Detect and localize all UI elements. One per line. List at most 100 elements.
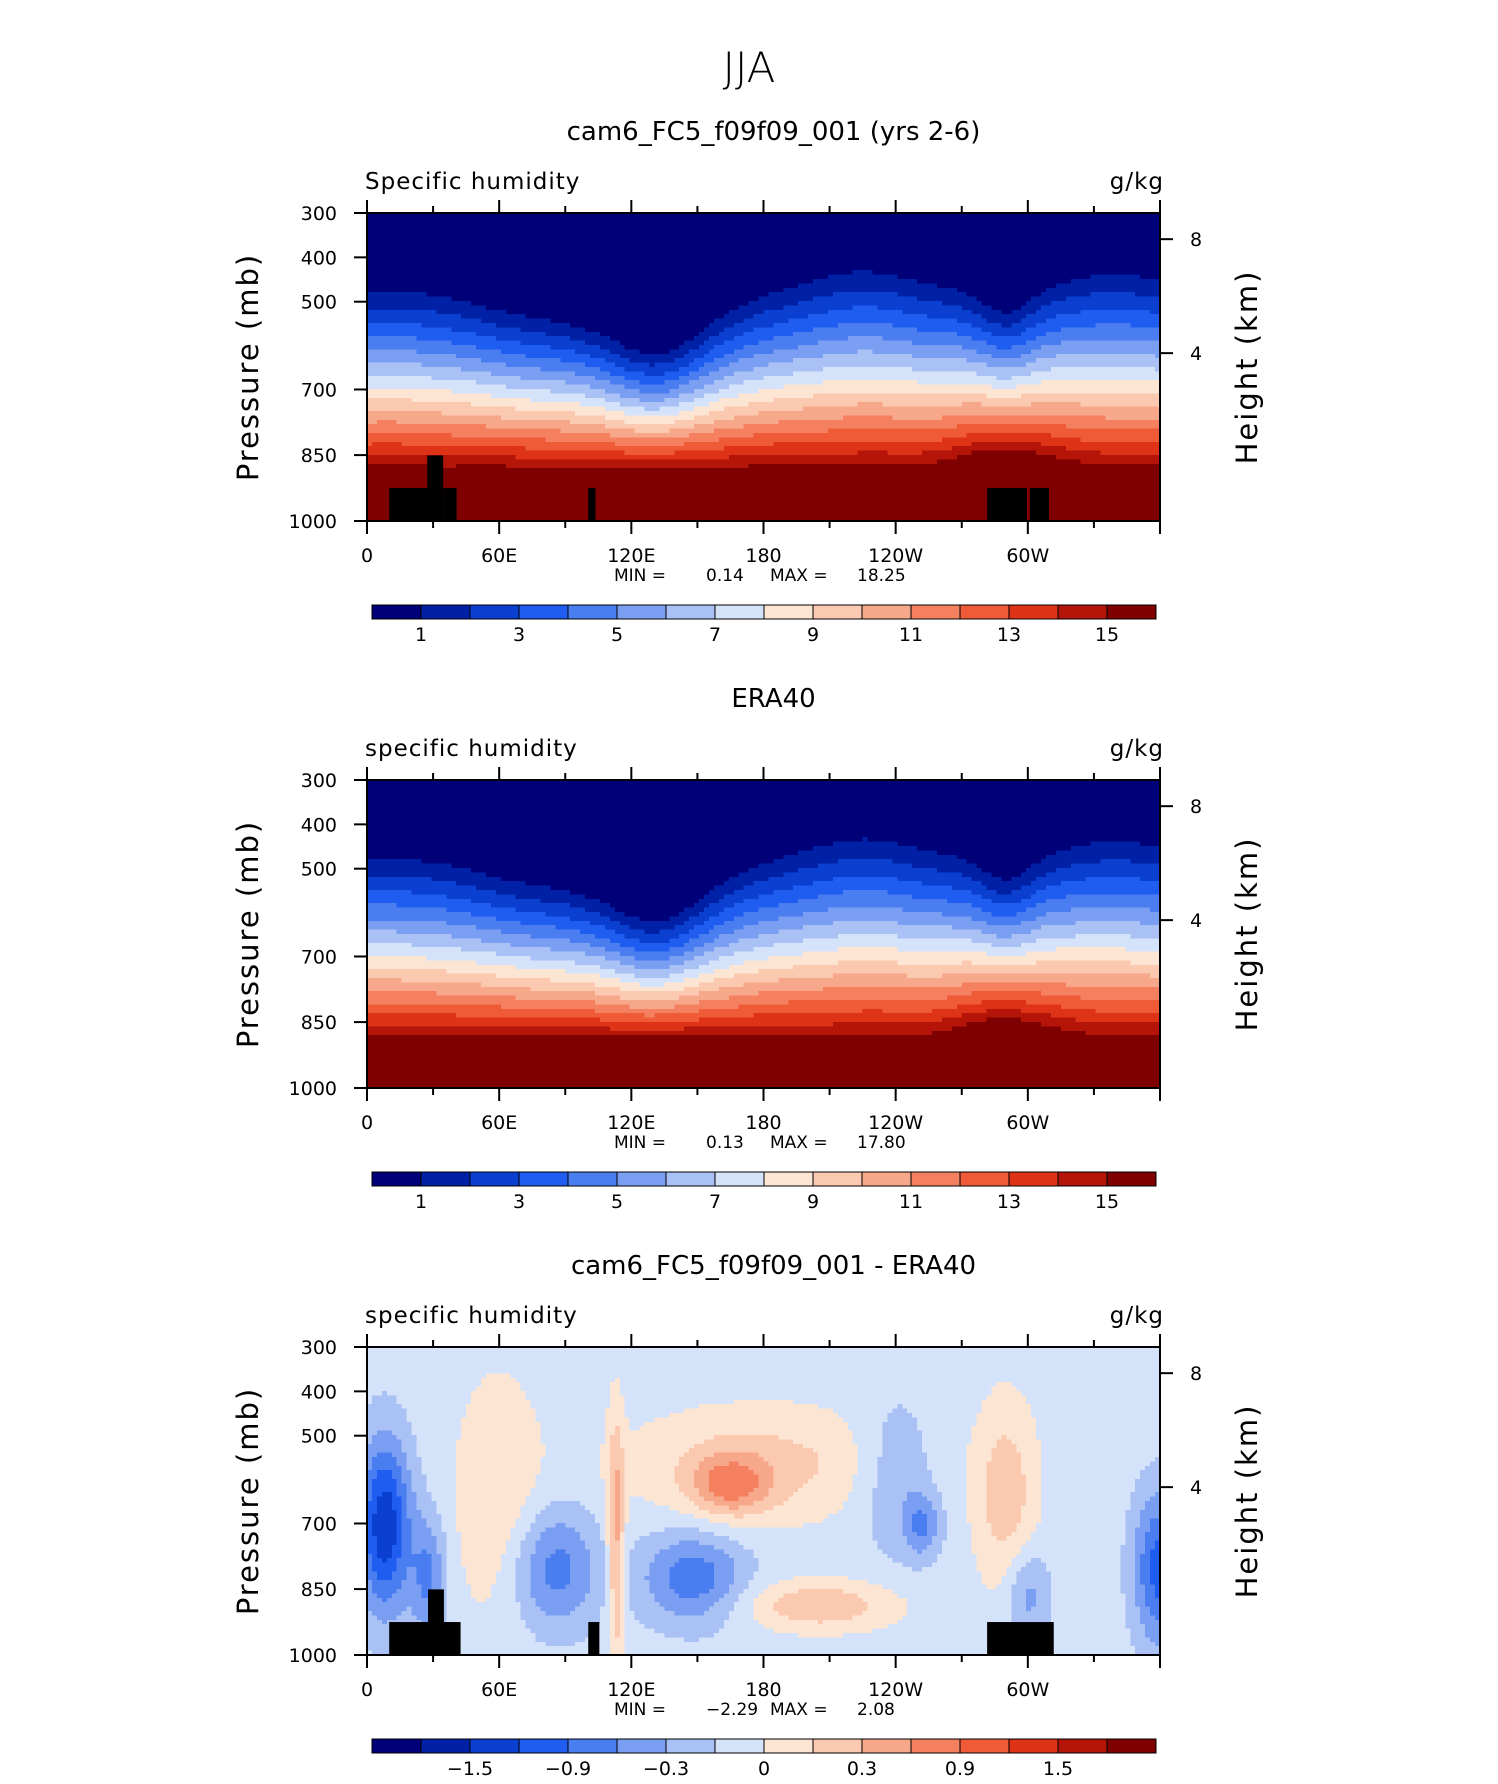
colorbar-swatch — [812, 1171, 863, 1187]
colorbar-swatch — [910, 1738, 961, 1754]
y-tick-label: 1000 — [289, 511, 337, 533]
min-label: MIN = — [614, 1700, 666, 1720]
y-axis-label-right: Height (km) — [1230, 1404, 1264, 1599]
max-value: 2.08 — [857, 1700, 895, 1720]
x-tick-label: 180 — [745, 1112, 781, 1134]
colorbar-swatch — [714, 604, 765, 620]
panel-title: cam6_FC5_f09f09_001 (yrs 2-6) — [567, 117, 981, 147]
colorbar-swatch — [518, 1171, 569, 1187]
colorbar-label: 15 — [1095, 1191, 1119, 1213]
colorbar-label: −0.9 — [545, 1758, 591, 1780]
colorbar-swatch — [469, 604, 520, 620]
colorbar-label: 9 — [807, 624, 819, 646]
contour-field — [367, 780, 1161, 1089]
colorbar-label: 0.9 — [945, 1758, 975, 1780]
colorbar-label: 5 — [611, 1191, 623, 1213]
colorbar-swatch — [420, 604, 471, 620]
colorbar-label: 11 — [899, 1191, 923, 1213]
colorbar-swatch — [665, 604, 716, 620]
colorbar-swatch — [763, 604, 814, 620]
x-tick-label: 120E — [607, 1679, 655, 1701]
colorbar-swatch — [763, 1738, 814, 1754]
colorbar-swatch — [665, 1738, 716, 1754]
panel-2: ERA40 specific humidity g/kg 0 60E 120E 180 120… — [231, 684, 1264, 1213]
y-axis-label: Pressure (mb) — [231, 253, 265, 481]
colorbar-label: 3 — [513, 1191, 525, 1213]
colorbar-label: 9 — [807, 1191, 819, 1213]
colorbar-swatch — [518, 604, 569, 620]
y-tick-label: 700 — [301, 379, 337, 401]
colorbar-swatch — [861, 1738, 912, 1754]
x-tick-label: 0 — [361, 1112, 373, 1134]
units-label: g/kg — [1110, 736, 1164, 762]
topography-mask — [389, 1589, 1054, 1655]
y-tick-label: 400 — [301, 247, 337, 269]
colorbar-swatch — [420, 1738, 471, 1754]
colorbar-swatch — [861, 1171, 912, 1187]
contour-field — [367, 213, 1161, 522]
variable-label: specific humidity — [365, 1303, 578, 1329]
colorbar-swatch — [861, 604, 912, 620]
x-tick-label: 180 — [745, 1679, 781, 1701]
max-label: MAX = — [770, 1133, 828, 1153]
colorbar-swatch — [1057, 604, 1108, 620]
colorbar-swatch — [616, 604, 667, 620]
colorbar-swatch — [910, 604, 961, 620]
max-value: 17.80 — [857, 1133, 906, 1153]
y-tick-label: 300 — [301, 770, 337, 792]
x-tick-label: 0 — [361, 545, 373, 567]
max-label: MAX = — [770, 566, 828, 586]
colorbar-label: −0.3 — [643, 1758, 689, 1780]
colorbar-swatch — [812, 1738, 863, 1754]
colorbar-swatch — [567, 1738, 618, 1754]
colorbar-swatch — [714, 1738, 765, 1754]
colorbar-swatch — [371, 604, 422, 620]
figure-title: JJA — [723, 43, 776, 92]
y-tick-label: 500 — [301, 859, 337, 881]
x-tick-label: 120W — [868, 1112, 923, 1134]
y-tick-label: 1000 — [289, 1078, 337, 1100]
colorbar-swatch — [1008, 1738, 1059, 1754]
colorbar-swatch — [1057, 1171, 1108, 1187]
colorbar-swatch — [1106, 1171, 1157, 1187]
colorbar-label: 13 — [997, 624, 1021, 646]
colorbar-swatch — [420, 1171, 471, 1187]
colorbar-label: 15 — [1095, 624, 1119, 646]
y-tick-label: 1000 — [289, 1645, 337, 1667]
y-axis-label: Pressure (mb) — [231, 1387, 265, 1615]
panel-title: cam6_FC5_f09f09_001 - ERA40 — [571, 1251, 976, 1281]
colorbar-swatch — [616, 1171, 667, 1187]
y-tick-label: 850 — [301, 1579, 337, 1601]
colorbar: −1.5 −0.9 −0.3 0 0.3 0.9 1.5 — [371, 1738, 1157, 1780]
colorbar-swatch — [1106, 604, 1157, 620]
x-tick-label: 180 — [745, 545, 781, 567]
y-tick-label: 400 — [301, 814, 337, 836]
variable-label: Specific humidity — [365, 169, 580, 195]
colorbar-label: 1.5 — [1043, 1758, 1073, 1780]
height-tick-label: 4 — [1190, 1477, 1202, 1499]
colorbar-swatch — [1008, 604, 1059, 620]
y-axis-label-right: Height (km) — [1230, 270, 1264, 465]
max-label: MAX = — [770, 1700, 828, 1720]
y-axis-label-right: Height (km) — [1230, 837, 1264, 1032]
colorbar-swatch — [1106, 1738, 1157, 1754]
colorbar-swatch — [910, 1171, 961, 1187]
colorbar-swatch — [959, 604, 1010, 620]
min-value: −2.29 — [706, 1700, 758, 1720]
y-axis-label: Pressure (mb) — [231, 820, 265, 1048]
colorbar-label: 7 — [709, 1191, 721, 1213]
panel-1: cam6_FC5_f09f09_001 (yrs 2-6) Specific hu… — [231, 117, 1264, 646]
colorbar-swatch — [959, 1171, 1010, 1187]
colorbar-label: 0 — [758, 1758, 770, 1780]
y-tick-label: 400 — [301, 1381, 337, 1403]
y-tick-label: 850 — [301, 1012, 337, 1034]
colorbar-swatch — [714, 1171, 765, 1187]
colorbar-label: 7 — [709, 624, 721, 646]
colorbar-swatch — [959, 1738, 1010, 1754]
x-tick-label: 60W — [1006, 1112, 1049, 1134]
colorbar-swatch — [665, 1171, 716, 1187]
x-tick-label: 120W — [868, 545, 923, 567]
colorbar-swatch — [469, 1171, 520, 1187]
y-tick-label: 300 — [301, 1337, 337, 1359]
